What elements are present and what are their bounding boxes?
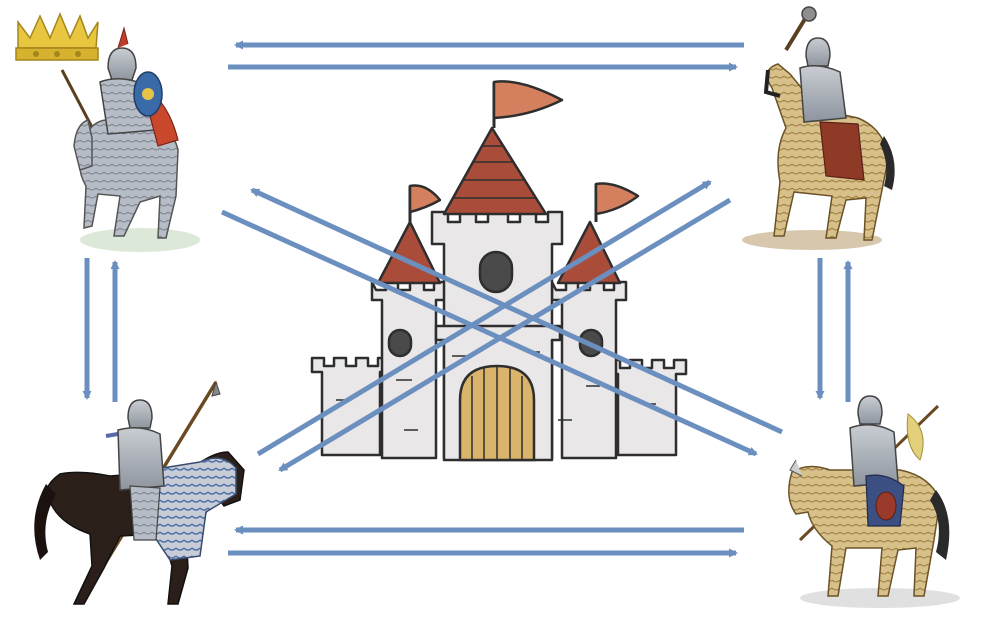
crowned-mounted-knight-icon: [15, 12, 200, 252]
connection-arrows: [82, 40, 853, 558]
mounted-knight-with-mace-icon: [742, 6, 895, 250]
arrow-bottom-right-to-top-left: [250, 187, 784, 435]
arrow-bottom-left-to-top-right: [256, 179, 712, 457]
arrow-top-right-to-bottom-left: [278, 197, 732, 473]
castle-icon: [310, 80, 688, 462]
crown-icon: [15, 12, 99, 61]
arrow-top-left-to-bottom-right: [220, 209, 758, 457]
mounted-knight-with-spear-icon: [788, 395, 960, 608]
diagonal-arrows: [220, 179, 784, 473]
mounted-lancer-icon: [34, 380, 245, 605]
